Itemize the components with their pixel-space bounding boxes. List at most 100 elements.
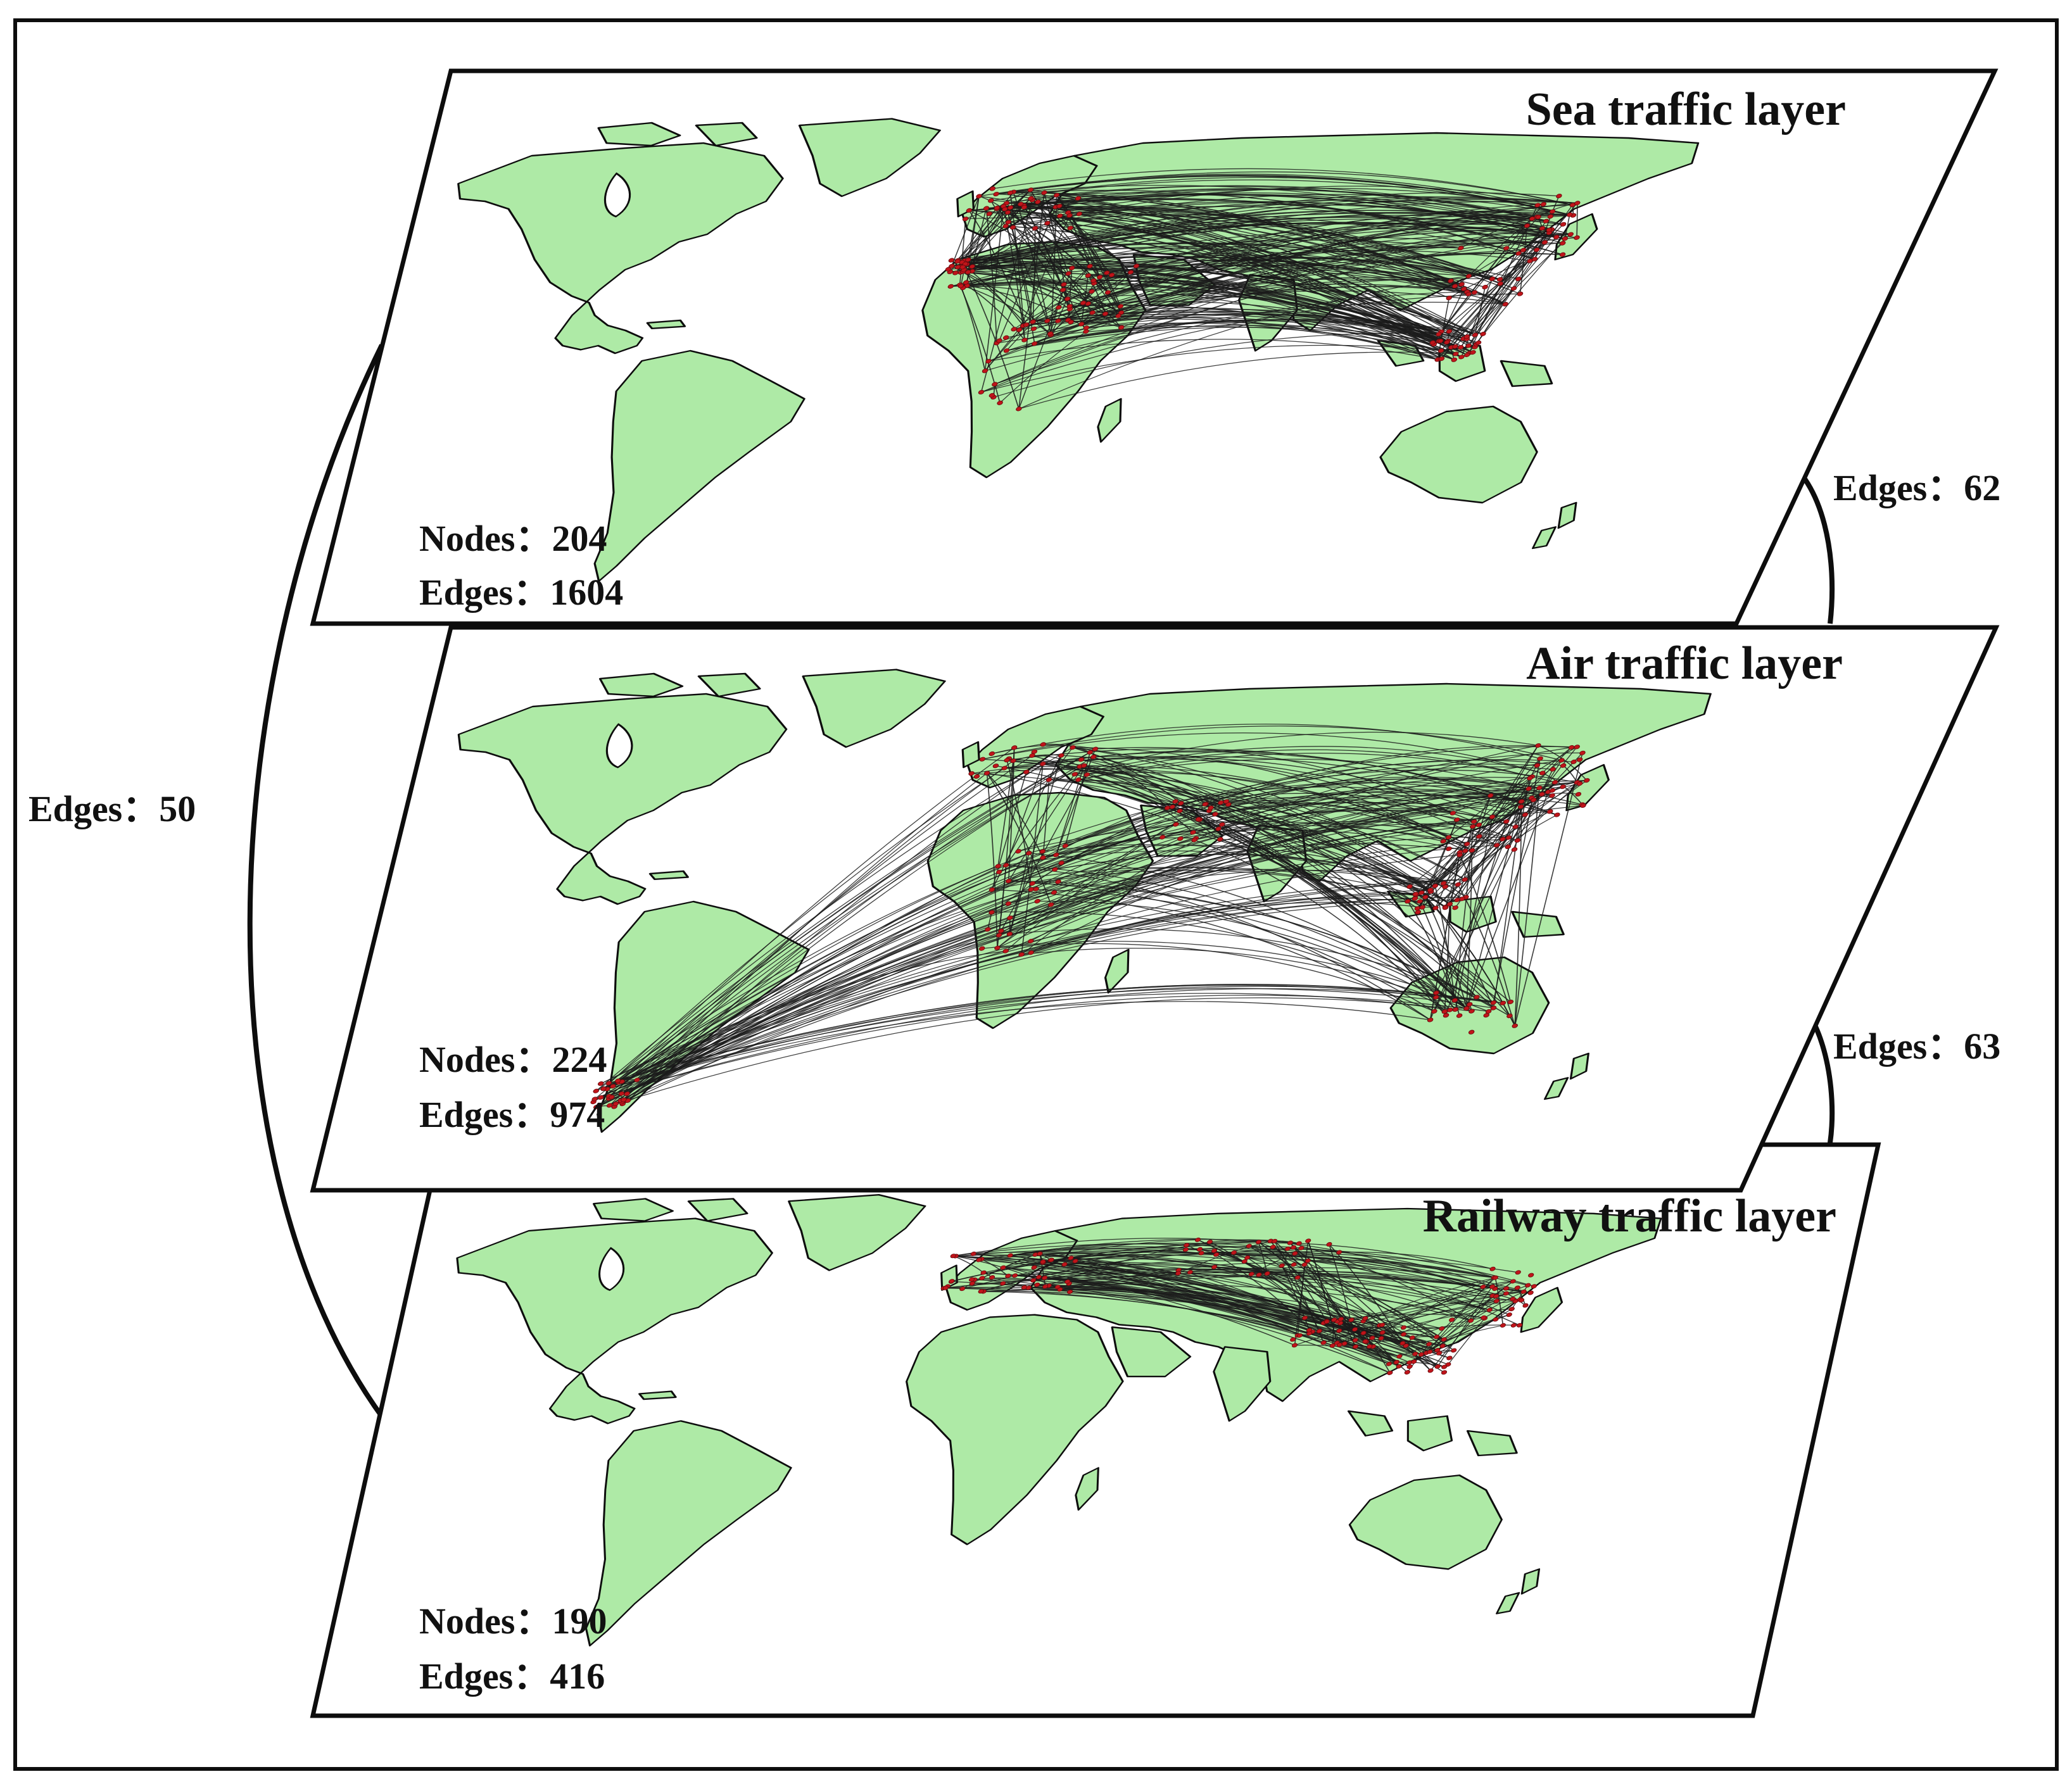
sea-layer-title: Sea traffic layer [1526, 84, 1846, 135]
network-node [1104, 290, 1111, 295]
route-line [1251, 1271, 1484, 1288]
network-node [614, 1078, 621, 1083]
railway-nodes [940, 1237, 1537, 1375]
network-node [1445, 834, 1452, 840]
network-node [1458, 355, 1465, 360]
network-node [1195, 817, 1202, 822]
network-node [1075, 196, 1082, 201]
network-node [1516, 1323, 1523, 1328]
route-line [994, 228, 1543, 385]
network-node [1434, 1335, 1440, 1340]
network-node [1173, 822, 1179, 827]
network-node [1058, 753, 1064, 758]
network-node [1117, 304, 1124, 309]
route-line [595, 747, 1073, 1091]
route-line [995, 765, 1511, 1003]
route-line [609, 900, 1038, 1106]
network-node [988, 198, 994, 203]
network-node [1045, 777, 1052, 783]
route-line [1006, 319, 1442, 351]
network-node [1429, 340, 1436, 345]
route-line [612, 892, 1422, 1087]
network-node [1505, 835, 1512, 840]
network-node [1169, 804, 1176, 810]
route-line [1005, 774, 1076, 865]
network-node [1475, 340, 1482, 345]
network-node [1044, 318, 1051, 324]
route-line [951, 284, 1455, 360]
network-node [1015, 849, 1021, 854]
network-node [593, 1088, 600, 1093]
network-node [1436, 332, 1442, 337]
air-layer-title: Air traffic layer [1526, 638, 1843, 689]
network-node [1528, 1273, 1534, 1278]
network-node [978, 946, 985, 951]
network-node [979, 757, 986, 762]
network-node [1427, 1017, 1434, 1022]
route-line [1004, 766, 1222, 803]
network-node [1085, 301, 1092, 306]
network-node [976, 1257, 982, 1262]
network-node [1066, 213, 1073, 218]
network-node [1331, 1317, 1337, 1323]
network-node [1284, 1246, 1291, 1251]
route-line [1010, 1238, 1291, 1256]
network-node [1127, 270, 1134, 275]
route-line [963, 218, 1543, 272]
railway-nodes-count: Nodes：190 [419, 1600, 607, 1642]
air-routes [593, 724, 1588, 1108]
route-line [1514, 801, 1522, 1026]
network-node [1489, 1284, 1496, 1289]
network-node [1567, 232, 1574, 237]
network-node [1522, 1303, 1529, 1308]
route-line [1258, 1242, 1455, 1351]
route-line [1531, 793, 1579, 798]
network-node [1090, 278, 1097, 283]
network-node [992, 382, 998, 387]
network-node [1104, 270, 1110, 275]
network-node [1035, 1274, 1042, 1280]
network-node [1439, 1343, 1446, 1349]
route-line [982, 1278, 1450, 1359]
network-node [1071, 772, 1078, 777]
network-node [1443, 1013, 1450, 1018]
network-node [1089, 310, 1096, 315]
network-node [1061, 1262, 1068, 1267]
air-nodes [590, 742, 1590, 1110]
railway-layer-title: Railway traffic layer [1423, 1190, 1836, 1242]
network-node [1508, 1307, 1515, 1312]
route-line [1005, 803, 1206, 952]
network-node [1066, 304, 1073, 309]
network-node [1352, 1327, 1358, 1332]
network-node [1517, 804, 1524, 809]
route-line [617, 984, 1494, 1081]
route-line [1070, 203, 1544, 310]
network-node [1191, 838, 1197, 843]
network-node [966, 208, 973, 213]
route-line [1434, 769, 1553, 1012]
route-line [997, 943, 1435, 1012]
network-node [965, 257, 971, 262]
network-node [992, 764, 999, 769]
network-node [1470, 350, 1476, 355]
route-line [995, 193, 1056, 208]
route-line [957, 192, 1014, 268]
network-node [1438, 356, 1445, 362]
route-line [1009, 782, 1577, 934]
route-line [1088, 233, 1571, 305]
network-node [1029, 753, 1035, 758]
route-line [1058, 242, 1563, 322]
network-node [1476, 834, 1482, 839]
network-node [1503, 1291, 1510, 1296]
network-node [1296, 1241, 1302, 1246]
route-line [1081, 306, 1121, 325]
network-node [1468, 1029, 1475, 1034]
network-node [610, 1084, 616, 1089]
sea-nodes-count: Nodes：204 [419, 518, 607, 559]
network-node [965, 270, 971, 275]
network-node [1085, 273, 1092, 278]
route-line [1008, 201, 1550, 234]
network-node [1444, 340, 1450, 345]
route-line [994, 291, 1467, 385]
network-node [1047, 331, 1054, 336]
